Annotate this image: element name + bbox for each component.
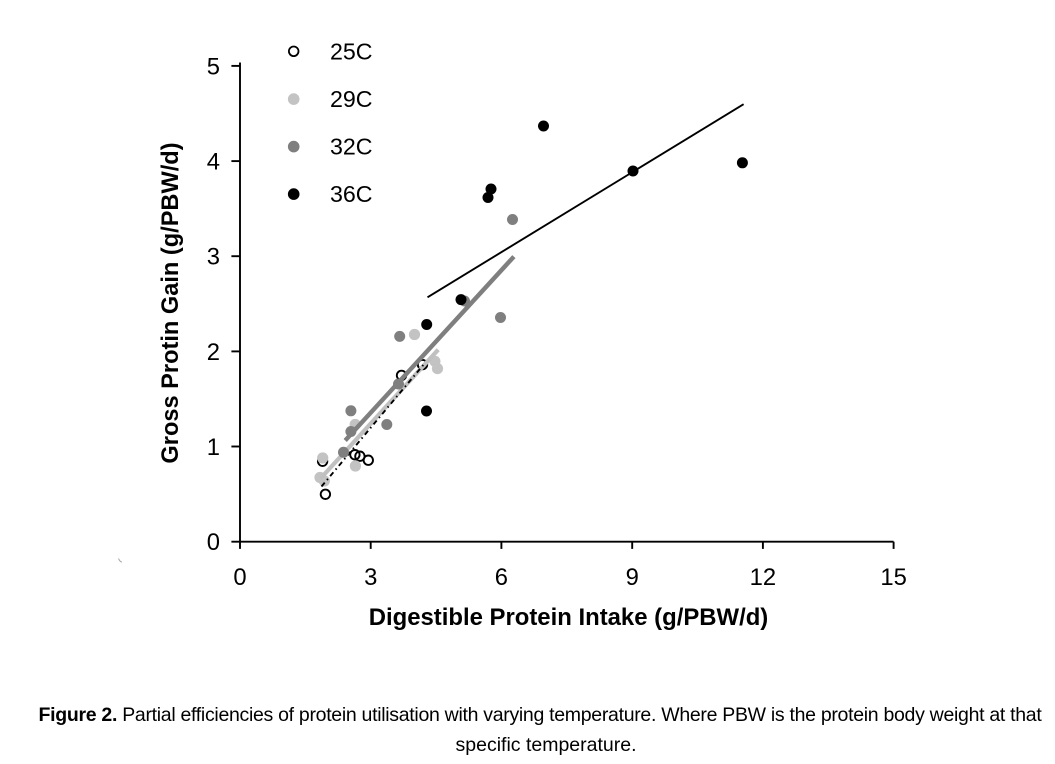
svg-text:Digestible Protein Intake (g/P: Digestible Protein Intake (g/PBW/d) xyxy=(369,604,769,631)
svg-text:2: 2 xyxy=(207,339,220,366)
svg-text:1: 1 xyxy=(207,434,220,461)
svg-text:32C: 32C xyxy=(330,134,373,160)
svg-text:36C: 36C xyxy=(330,181,373,207)
svg-text:9: 9 xyxy=(626,564,639,591)
svg-text:0: 0 xyxy=(207,529,220,556)
svg-text:12: 12 xyxy=(750,564,776,591)
svg-text:25C: 25C xyxy=(330,38,373,64)
svg-text:15: 15 xyxy=(880,564,906,591)
svg-text:0: 0 xyxy=(233,564,246,591)
svg-text:6: 6 xyxy=(495,564,508,591)
svg-text:5: 5 xyxy=(207,53,220,80)
svg-text:29C: 29C xyxy=(330,86,373,112)
svg-text:3: 3 xyxy=(207,244,220,271)
svg-text:4: 4 xyxy=(207,149,220,176)
svg-text:Gross Protin Gain (g/PBW/d): Gross Protin Gain (g/PBW/d) xyxy=(158,142,184,463)
svg-text:3: 3 xyxy=(364,564,377,591)
